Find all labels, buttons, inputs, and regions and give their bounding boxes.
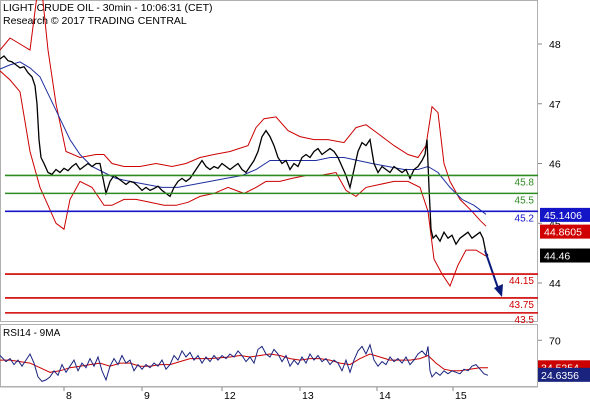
price-line: [0, 55, 489, 256]
bollinger-upper-line: [0, 0, 487, 227]
time-axis-label-9: 9: [144, 390, 150, 400]
moving-average-line: [0, 61, 487, 215]
chart-credit: Research © 2017 TRADING CENTRAL: [3, 15, 187, 27]
price-axis-label: 44: [549, 278, 561, 290]
rsi-series-group: [0, 343, 489, 382]
rsi-tag-24-6356: [538, 367, 590, 382]
price-tag-label: 45.1406: [544, 210, 582, 222]
price-tag-44-8605: [540, 224, 590, 239]
projection-arrow-head: [494, 284, 503, 297]
rsi-axis-group: 307034.525424.6356: [538, 335, 590, 382]
chart-title: LIGHT CRUDE OIL - 30min - 10:06:31 (CET): [3, 2, 212, 14]
time-axis-label-12: 12: [224, 390, 236, 400]
rsi-panel-title: RSI14 - 9MA: [3, 328, 61, 339]
time-axis-label-8: 8: [66, 390, 72, 400]
price-axis-label: 45: [549, 218, 561, 230]
level-label-43-75: 43.75: [509, 300, 534, 311]
level-label-44-15: 44.15: [509, 276, 534, 287]
rsi-line: [0, 343, 489, 382]
time-axis-label-15: 15: [455, 390, 467, 400]
time-axis-label-14: 14: [379, 390, 391, 400]
price-axis-label: 46: [549, 159, 561, 171]
price-axis-group: 44 45 46 47 48 45.1406 44.8605 44.46: [538, 39, 590, 290]
price-axis-label: 48: [549, 39, 561, 51]
price-panel-frame: [0, 0, 538, 322]
level-label-45-2: 45.2: [515, 213, 535, 224]
time-axis-group: 8 9 12 13 14 15: [0, 386, 538, 400]
rsi-axis-label: 70: [549, 335, 561, 347]
level-label-43-5: 43.5: [515, 315, 535, 326]
time-axis-label-13: 13: [302, 390, 314, 400]
price-axis-label: 47: [549, 99, 561, 111]
projection-arrow-line: [484, 250, 500, 292]
level-lines-group: 45.8 45.5 45.2 44.15 43.75 43.5: [5, 174, 538, 326]
price-tag-44-46: [540, 248, 590, 263]
price-tag-label: 44.46: [544, 251, 570, 263]
rsi-tag-label: 24.6356: [541, 370, 579, 382]
price-tag-45-1406: [540, 207, 590, 222]
level-label-45-8: 45.8: [515, 177, 535, 188]
price-tag-label: 44.8605: [544, 227, 582, 239]
level-label-45-5: 45.5: [515, 195, 535, 206]
